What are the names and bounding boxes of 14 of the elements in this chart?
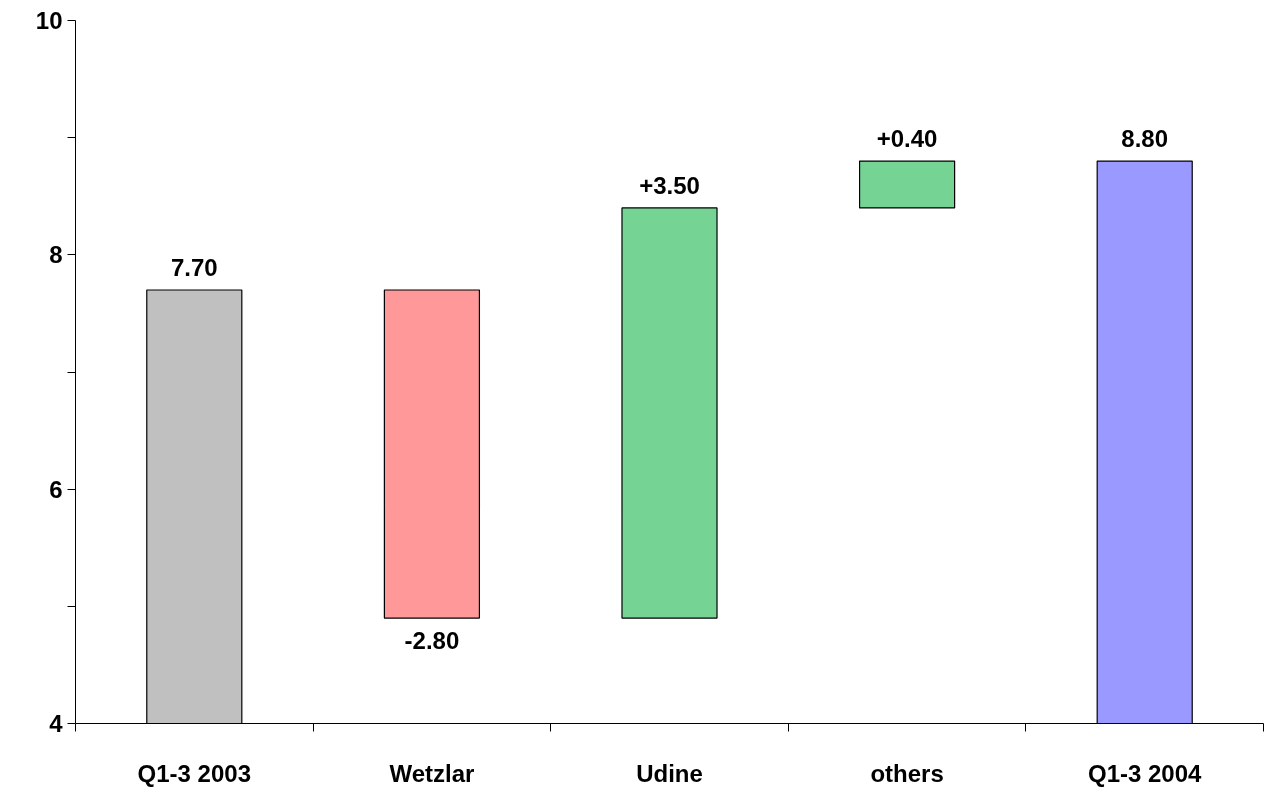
x-tick-label: Wetzlar xyxy=(389,759,475,787)
y-tick-label: 8 xyxy=(49,241,63,269)
x-tick-label: others xyxy=(870,759,944,787)
x-tick-label: Q1-3 2004 xyxy=(1087,759,1203,787)
x-tick-label: Udine xyxy=(636,759,703,787)
y-tick-label: 10 xyxy=(35,7,63,34)
x-tick-label: Q1-3 2003 xyxy=(137,759,252,787)
data-label: 7.70 xyxy=(170,253,218,281)
y-tick-label: 6 xyxy=(49,475,63,503)
y-tick-label: 4 xyxy=(49,710,64,737)
data-label: +3.50 xyxy=(639,171,700,199)
data-label: 8.80 xyxy=(1121,125,1169,153)
data-label: +0.40 xyxy=(876,125,938,153)
data-label: -2.80 xyxy=(404,627,460,655)
